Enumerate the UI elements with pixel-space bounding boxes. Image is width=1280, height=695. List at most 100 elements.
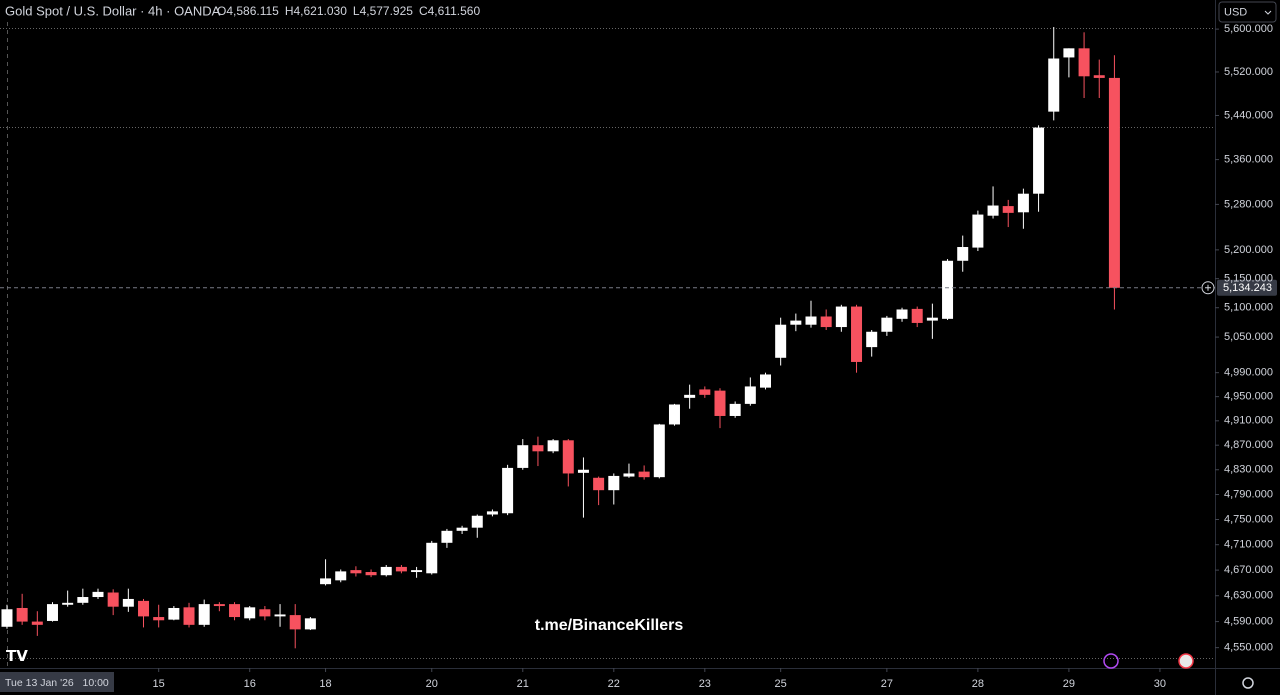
y-tick-label: 4,950.000 xyxy=(1224,391,1273,403)
candle-body xyxy=(1078,48,1090,77)
ohlc-value: C4,611.560 xyxy=(419,4,480,18)
y-tick-label: 5,200.000 xyxy=(1224,244,1273,256)
candle-body xyxy=(638,471,650,478)
dropdown-arrow xyxy=(1264,10,1272,15)
candle-body xyxy=(547,440,559,452)
candle-body xyxy=(486,511,498,515)
candle-body xyxy=(426,542,438,574)
last-price-label: 5,134.243 xyxy=(1223,282,1272,294)
y-tick-label: 5,050.000 xyxy=(1224,331,1273,343)
candle-body xyxy=(153,617,165,621)
y-tick-label: 4,910.000 xyxy=(1224,415,1273,427)
candle-body xyxy=(987,205,999,216)
candle-body xyxy=(77,597,89,603)
y-tick-label: 4,830.000 xyxy=(1224,464,1273,476)
candle-body xyxy=(911,308,923,323)
candle-body xyxy=(365,572,377,576)
y-tick-label: 5,440.000 xyxy=(1224,109,1273,121)
candle-body xyxy=(744,386,756,404)
candle-body xyxy=(289,615,301,630)
candle-body xyxy=(851,306,863,362)
y-tick-label: 4,550.000 xyxy=(1224,642,1273,654)
x-tick-label: 15 xyxy=(153,678,165,690)
candle-body xyxy=(532,445,544,452)
currency-label[interactable]: USD xyxy=(1224,6,1247,18)
candle-body xyxy=(684,394,696,398)
x-tick-label: 18 xyxy=(319,678,331,690)
candle-body xyxy=(441,530,453,543)
candle-body xyxy=(835,306,847,328)
candle-body xyxy=(1,609,13,627)
event-icon[interactable] xyxy=(1103,653,1119,669)
candle-body xyxy=(350,570,362,574)
y-tick-label: 4,710.000 xyxy=(1224,539,1273,551)
candle-body xyxy=(380,566,392,576)
settings-icon[interactable] xyxy=(1242,677,1254,689)
candle-body xyxy=(1002,206,1014,213)
candle-body xyxy=(456,527,468,531)
candle-body xyxy=(1033,127,1045,194)
y-tick-label: 4,590.000 xyxy=(1224,615,1273,627)
x-tick-label: 28 xyxy=(972,678,984,690)
x-tick-label: 16 xyxy=(244,678,256,690)
currency-dropdown[interactable] xyxy=(1218,1,1277,23)
candle-body xyxy=(1017,193,1029,213)
candle-body xyxy=(183,607,195,625)
candle-body xyxy=(775,324,787,358)
x-tick-label: 23 xyxy=(699,678,711,690)
ohlc-value: L4,577.925 xyxy=(353,4,413,18)
logo[interactable]: 𝗧𝗩 xyxy=(6,648,28,665)
candle-body xyxy=(653,424,665,478)
candle-body xyxy=(274,614,286,617)
chart-title: Gold Spot / U.S. Dollar · 4h · OANDA xyxy=(5,3,221,18)
candle-body xyxy=(790,320,802,325)
candle-body xyxy=(714,390,726,416)
candle-body xyxy=(668,404,680,425)
candle-body xyxy=(881,317,893,332)
candle-body xyxy=(1048,58,1060,112)
y-tick-label: 4,630.000 xyxy=(1224,590,1273,602)
candle-body xyxy=(577,469,589,473)
candle-body xyxy=(471,515,483,528)
candle-body xyxy=(562,440,574,474)
candle-body xyxy=(517,445,529,468)
candle-body xyxy=(395,566,407,572)
candle-body xyxy=(805,316,817,325)
y-tick-label: 5,600.000 xyxy=(1224,23,1273,35)
candle-body xyxy=(16,607,28,622)
last-price-group: 5,134.243 xyxy=(1201,279,1277,296)
candle-body xyxy=(244,607,256,619)
ohlc-value: O4,586.115 xyxy=(217,4,279,18)
candle-body xyxy=(46,604,58,621)
x-tick-label: 29 xyxy=(1063,678,1075,690)
x-tick-label: 21 xyxy=(517,678,529,690)
y-tick-label: 5,360.000 xyxy=(1224,154,1273,166)
y-tick-label: 5,150.000 xyxy=(1224,273,1273,285)
flag-icon[interactable] xyxy=(1178,653,1194,669)
ohlc-value: H4,621.030 xyxy=(285,4,347,18)
x-tick-label: 30 xyxy=(1154,678,1166,690)
candle-body xyxy=(1093,75,1105,78)
candle-body xyxy=(304,618,316,630)
candle-body xyxy=(729,403,741,416)
candle-body xyxy=(31,621,43,625)
candle-body xyxy=(107,592,119,607)
candle-body xyxy=(623,473,635,477)
candle-body xyxy=(259,609,271,617)
candle-body xyxy=(957,247,969,261)
y-tick-label: 4,750.000 xyxy=(1224,513,1273,525)
y-tick-label: 4,670.000 xyxy=(1224,564,1273,576)
add-alert-plus xyxy=(1205,284,1211,291)
candle-body xyxy=(942,260,954,319)
candle-body xyxy=(896,309,908,319)
candle-body xyxy=(213,604,225,607)
candle-body xyxy=(168,607,180,620)
candle-body xyxy=(593,477,605,491)
candle-body xyxy=(866,331,878,348)
x-tick-label: 25 xyxy=(775,678,787,690)
last-price-box xyxy=(1217,279,1277,296)
candle-body xyxy=(198,604,210,625)
x-tick-label: 22 xyxy=(608,678,620,690)
